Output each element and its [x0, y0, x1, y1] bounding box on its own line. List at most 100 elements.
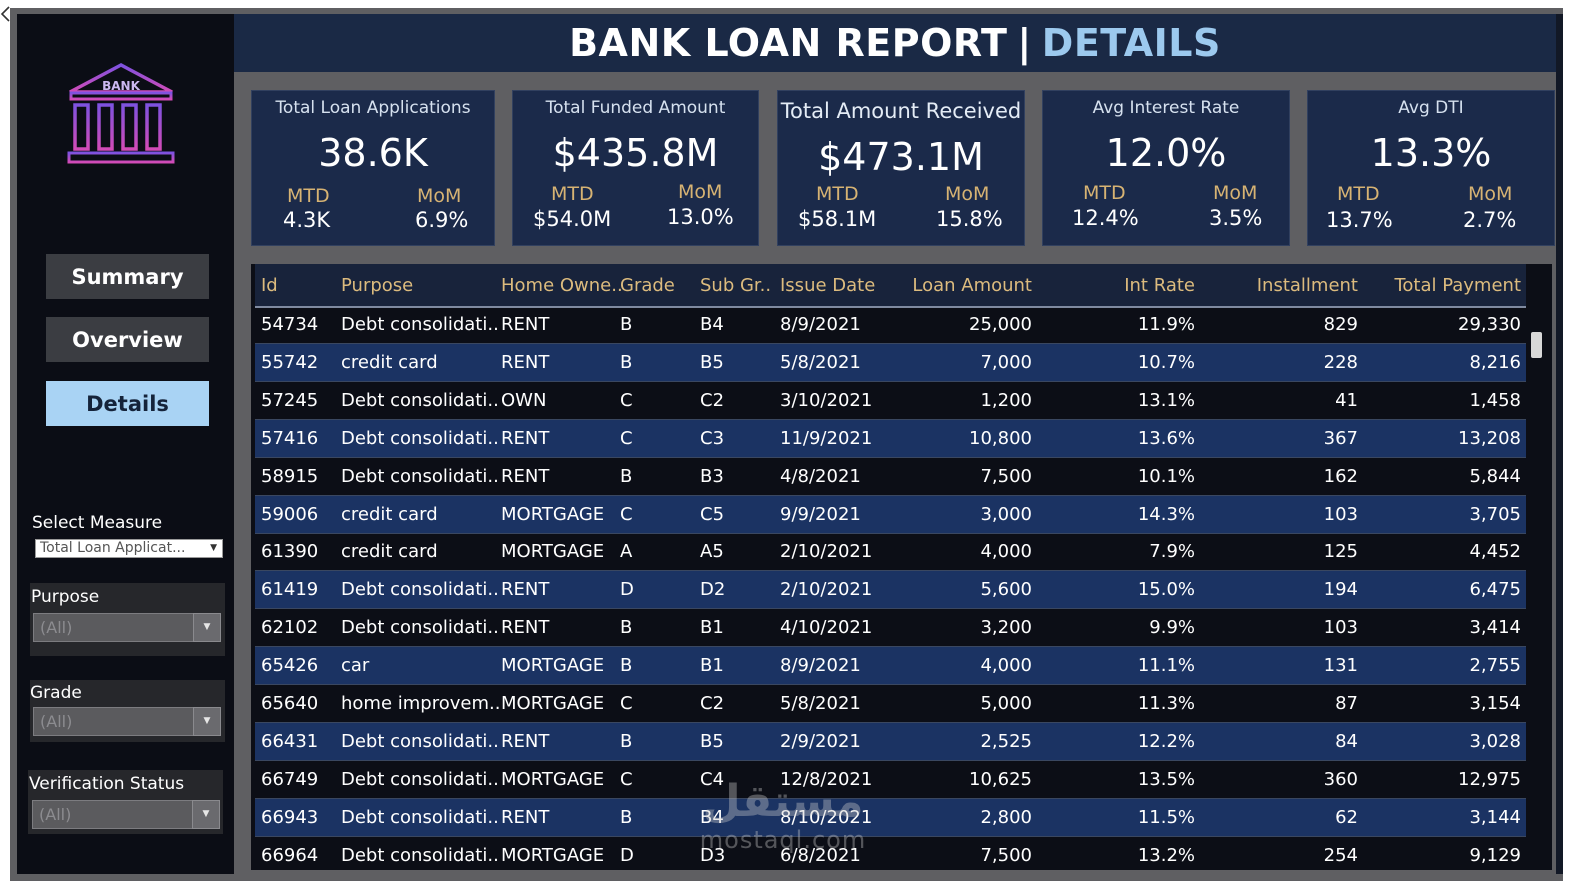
- cell-issue-date: 5/8/2021: [780, 351, 861, 373]
- cell-purpose: Debt consolidati..: [341, 806, 499, 828]
- cell-home-ownership: MORTGAGE: [501, 655, 605, 677]
- cell-id: 62102: [261, 617, 319, 639]
- cell-total-payment: 13,208: [1458, 427, 1521, 449]
- cell-purpose: Debt consolidati..: [341, 579, 499, 601]
- cell-issue-date: 4/8/2021: [780, 465, 861, 487]
- select-measure-value: Total Loan Applicat...: [40, 540, 186, 556]
- cell-loan-amount: 7,000: [980, 351, 1032, 373]
- table-row[interactable]: 66431 Debt consolidati.. RENT B B5 2/9/2021 2,…: [255, 722, 1526, 761]
- cell-purpose: Debt consolidati..: [341, 617, 499, 639]
- cell-home-ownership: RENT: [501, 730, 550, 752]
- cell-total-payment: 8,216: [1469, 351, 1521, 373]
- kpi-mtd-value: 12.4%: [1072, 206, 1139, 230]
- nav-summary-button[interactable]: Summary: [46, 254, 209, 299]
- cell-home-ownership: RENT: [501, 806, 550, 828]
- column-header-grade[interactable]: Grade: [620, 275, 675, 296]
- cell-loan-amount: 25,000: [969, 314, 1032, 335]
- cell-grade: C: [620, 693, 633, 714]
- cell-sub-grade: B5: [700, 730, 724, 752]
- cell-home-ownership: MORTGAGE: [501, 693, 605, 714]
- cell-home-ownership: RENT: [501, 427, 550, 449]
- cell-sub-grade: B5: [700, 351, 724, 373]
- table-row[interactable]: 59006 credit card MORTGAGE C C5 9/9/2021 3,000…: [255, 495, 1526, 534]
- table-row[interactable]: 61390 credit card MORTGAGE A A5 2/10/2021 4,00…: [255, 533, 1526, 572]
- cell-sub-grade: C4: [700, 768, 725, 790]
- table-scrollbar-thumb[interactable]: [1531, 332, 1542, 358]
- column-header-home-ownership[interactable]: Home Owne..: [501, 275, 623, 296]
- cell-issue-date: 12/8/2021: [780, 768, 873, 790]
- column-header-loan-amount[interactable]: Loan Amount: [912, 275, 1032, 296]
- chevron-down-icon[interactable]: ▼: [192, 800, 220, 829]
- kpi-title: Avg DTI: [1398, 98, 1464, 118]
- table-row[interactable]: 62102 Debt consolidati.. RENT B B1 4/10/2021 3…: [255, 609, 1526, 648]
- table-row[interactable]: 61419 Debt consolidati.. RENT D D2 2/10/2021 5…: [255, 571, 1526, 610]
- cell-int-rate: 10.1%: [1137, 465, 1195, 487]
- table-row[interactable]: 66943 Debt consolidati.. RENT B B4 8/10/2021 2…: [255, 798, 1526, 837]
- cell-issue-date: 2/10/2021: [780, 541, 873, 563]
- cell-purpose: Debt consolidati..: [341, 389, 499, 411]
- cell-home-ownership: OWN: [501, 389, 547, 411]
- table-row[interactable]: 66964 Debt consolidati.. MORTGAGE D D3 6/8/20…: [255, 837, 1526, 870]
- page-title-separator: |: [1017, 21, 1032, 65]
- cell-home-ownership: MORTGAGE: [501, 768, 605, 790]
- cell-total-payment: 6,475: [1469, 579, 1521, 601]
- chevron-down-icon[interactable]: ▼: [193, 613, 221, 642]
- cell-id: 66431: [261, 730, 319, 752]
- cell-home-ownership: RENT: [501, 351, 550, 373]
- cell-int-rate: 10.7%: [1137, 351, 1195, 373]
- table-header-row: Id Purpose Home Owne.. Grade Sub Gr.. Issue D…: [255, 264, 1526, 308]
- cell-installment: 103: [1323, 617, 1358, 639]
- cell-installment: 125: [1323, 541, 1358, 563]
- cell-installment: 103: [1323, 503, 1358, 525]
- cell-grade: C: [620, 427, 633, 449]
- back-chevron-icon[interactable]: [0, 4, 14, 24]
- cell-id: 65426: [261, 655, 319, 677]
- table-row[interactable]: 66749 Debt consolidati.. MORTGAGE C C4 12/8/2…: [255, 761, 1526, 799]
- kpi-value: $473.1M: [818, 135, 984, 179]
- table-scrollbar[interactable]: [1528, 306, 1548, 868]
- cell-installment: 84: [1335, 730, 1358, 752]
- cell-sub-grade: B3: [700, 465, 724, 487]
- cell-issue-date: 6/8/2021: [780, 844, 861, 866]
- cell-int-rate: 13.2%: [1137, 844, 1195, 866]
- verification-filter-dropdown[interactable]: (All) ▼: [32, 800, 220, 829]
- cell-id: 57416: [261, 427, 319, 449]
- nav-details-button[interactable]: Details: [46, 381, 209, 426]
- table-row[interactable]: 57245 Debt consolidati.. OWN C C2 3/10/2021 1,…: [255, 382, 1526, 420]
- kpi-mom-value: 15.8%: [936, 207, 1003, 231]
- kpi-card-avg-interest-rate: Avg Interest Rate 12.0% MTD MoM 12.4% 3.…: [1042, 90, 1290, 246]
- cell-grade: B: [620, 465, 633, 487]
- table-row[interactable]: 65640 home improvem.. MORTGAGE C C2 5/8/2021 5…: [255, 685, 1526, 723]
- kpi-title: Total Amount Received: [780, 99, 1022, 123]
- kpi-mom-value: 3.5%: [1209, 206, 1263, 230]
- kpi-value: $435.8M: [552, 131, 719, 175]
- kpi-mom-label: MoM: [678, 181, 723, 203]
- cell-total-payment: 4,452: [1469, 541, 1521, 563]
- column-header-issue-date[interactable]: Issue Date: [780, 275, 876, 296]
- bank-building-icon: BANK: [67, 63, 175, 164]
- column-header-installment[interactable]: Installment: [1256, 275, 1358, 296]
- table-row[interactable]: 55742 credit card RENT B B5 5/8/2021 7,000 10.7…: [255, 343, 1526, 382]
- table-row[interactable]: 54734 Debt consolidati.. RENT B B4 8/9/2021 25…: [255, 306, 1526, 344]
- table-row[interactable]: 65426 car MORTGAGE B B1 8/9/2021 4,000 11.1% 131…: [255, 647, 1526, 686]
- column-header-sub-grade[interactable]: Sub Gr..: [700, 275, 772, 296]
- kpi-title: Total Loan Applications: [275, 98, 471, 118]
- cell-purpose: home improvem..: [341, 693, 501, 714]
- table-row[interactable]: 57416 Debt consolidati.. RENT C C3 11/9/2021 1…: [255, 419, 1526, 458]
- column-header-total-payment[interactable]: Total Payment: [1394, 275, 1521, 296]
- cell-total-payment: 2,755: [1469, 655, 1521, 677]
- table-row[interactable]: 58915 Debt consolidati.. RENT B B3 4/8/2021 7,…: [255, 458, 1526, 496]
- grade-filter-dropdown[interactable]: (All) ▼: [33, 707, 221, 736]
- column-header-id[interactable]: Id: [261, 275, 278, 296]
- cell-int-rate: 11.3%: [1137, 693, 1195, 714]
- cell-sub-grade: B4: [700, 806, 724, 828]
- purpose-filter-dropdown[interactable]: (All) ▼: [33, 613, 221, 642]
- nav-overview-button[interactable]: Overview: [46, 317, 209, 362]
- column-header-int-rate[interactable]: Int Rate: [1124, 275, 1195, 296]
- cell-int-rate: 13.5%: [1137, 768, 1195, 790]
- cell-home-ownership: RENT: [501, 579, 550, 601]
- chevron-down-icon[interactable]: ▼: [193, 707, 221, 736]
- cell-int-rate: 11.5%: [1137, 806, 1195, 828]
- column-header-purpose[interactable]: Purpose: [341, 275, 414, 296]
- select-measure-dropdown[interactable]: Total Loan Applicat... ▼: [35, 539, 223, 558]
